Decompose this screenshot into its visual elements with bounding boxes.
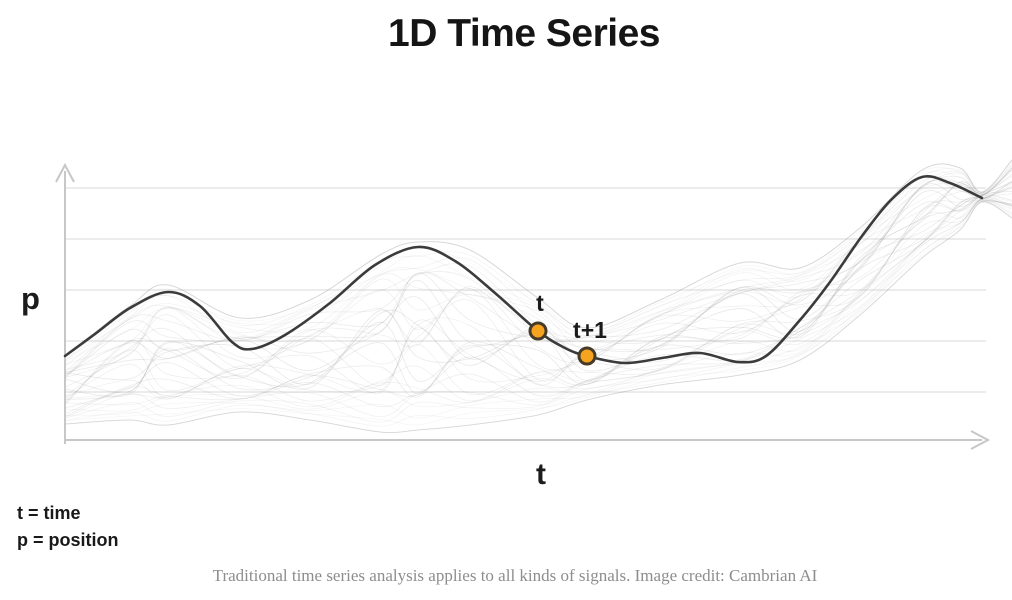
band-strand [64, 161, 1012, 359]
legend-block: t = time p = position [17, 500, 119, 554]
band-strand [64, 200, 1012, 423]
main-curve [63, 175, 984, 365]
band-strand [64, 169, 1012, 378]
band-strand [64, 166, 1012, 367]
band-strand [64, 201, 1012, 433]
point-label-t-plus-1: t+1 [573, 317, 607, 343]
band-strand [64, 201, 1012, 433]
band-strand [64, 159, 1012, 357]
band-strand [64, 183, 1012, 379]
band-strand [64, 170, 1012, 362]
band-strand [64, 159, 1012, 357]
x-axis-arrow-icon [970, 430, 991, 450]
band-strand [64, 198, 1012, 408]
band-strand [64, 165, 1012, 361]
band-strand [64, 181, 1012, 388]
band-strand [64, 194, 1012, 393]
band-strand [64, 199, 1012, 412]
band-strand [64, 167, 1012, 373]
band-strand [64, 200, 1012, 419]
data-point-t-plus-1 [577, 346, 597, 366]
band-strand [64, 181, 1012, 373]
x-axis-label: t [536, 458, 546, 491]
legend-note-position: p = position [17, 530, 119, 550]
band-strand [64, 180, 1012, 405]
band-edge-top [64, 159, 1012, 357]
band-strand [64, 195, 1012, 398]
band-strand [64, 193, 1012, 400]
band-strand [64, 167, 1012, 379]
band-strand [64, 197, 1012, 402]
band-strand [64, 173, 1012, 376]
band-strand [64, 199, 1012, 415]
band-strand [64, 181, 1012, 402]
chart-title: 1D Time Series [388, 12, 660, 55]
band-strand [64, 190, 1012, 385]
band-strand [64, 200, 1012, 417]
band-strand [64, 176, 1012, 365]
legend-note-time: t = time [17, 503, 81, 523]
band-strand [64, 196, 1012, 401]
data-point-t [528, 321, 548, 341]
y-axis-arrow-icon [55, 162, 75, 183]
band-strand [64, 186, 1012, 399]
band-strand [64, 167, 1012, 377]
band-strand [64, 200, 1012, 427]
y-axis-label: p [21, 281, 40, 316]
point-label-t: t [536, 290, 544, 316]
band-strand [64, 182, 1012, 371]
band-edge-bottom [64, 201, 1012, 434]
band-strand [64, 183, 1012, 404]
band-strand [64, 201, 1012, 426]
band-strand [64, 200, 1012, 418]
band-strand [64, 197, 1012, 409]
band-strand [64, 180, 1012, 398]
caption: Traditional time series analysis applies… [212, 566, 818, 585]
